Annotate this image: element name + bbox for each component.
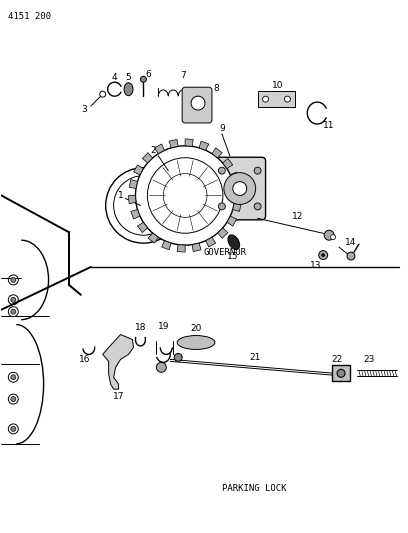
Text: 2: 2 — [151, 146, 156, 155]
Text: 13: 13 — [310, 261, 321, 270]
Polygon shape — [212, 148, 222, 158]
Text: 15: 15 — [227, 252, 239, 261]
Text: 21: 21 — [249, 353, 260, 362]
Text: 11: 11 — [324, 122, 335, 131]
Circle shape — [11, 277, 16, 282]
Circle shape — [254, 203, 261, 210]
Circle shape — [233, 182, 247, 196]
Circle shape — [135, 146, 235, 245]
Circle shape — [11, 309, 16, 314]
Polygon shape — [192, 243, 201, 252]
Polygon shape — [199, 141, 208, 150]
Circle shape — [319, 251, 328, 260]
Circle shape — [191, 96, 205, 110]
Circle shape — [11, 375, 16, 379]
Polygon shape — [227, 216, 237, 226]
Ellipse shape — [124, 83, 133, 95]
Text: 5: 5 — [126, 73, 131, 82]
Circle shape — [218, 167, 225, 174]
Polygon shape — [155, 144, 164, 154]
Text: PARKING LOCK: PARKING LOCK — [222, 484, 287, 493]
Circle shape — [254, 167, 261, 174]
Circle shape — [11, 426, 16, 431]
Polygon shape — [169, 140, 178, 148]
Polygon shape — [129, 196, 136, 204]
Circle shape — [224, 173, 256, 205]
Text: 20: 20 — [191, 324, 202, 333]
Circle shape — [330, 235, 336, 240]
Text: 16: 16 — [79, 355, 91, 364]
Polygon shape — [137, 222, 148, 232]
Ellipse shape — [228, 235, 239, 249]
Polygon shape — [233, 203, 241, 212]
Circle shape — [174, 353, 182, 361]
Polygon shape — [103, 335, 133, 389]
Polygon shape — [223, 158, 233, 168]
Text: 6: 6 — [146, 70, 151, 79]
Circle shape — [156, 362, 166, 372]
Text: 17: 17 — [113, 392, 124, 401]
Polygon shape — [217, 228, 228, 238]
Circle shape — [140, 76, 146, 82]
Bar — [332, 365, 350, 381]
Text: 10: 10 — [272, 80, 283, 90]
Text: 4151 200: 4151 200 — [8, 12, 51, 21]
Circle shape — [218, 203, 225, 210]
Polygon shape — [185, 139, 193, 147]
Text: 19: 19 — [157, 322, 169, 331]
Text: 7: 7 — [180, 71, 186, 80]
Polygon shape — [177, 245, 185, 252]
Circle shape — [11, 297, 16, 302]
Circle shape — [337, 369, 345, 377]
Polygon shape — [148, 233, 158, 243]
Polygon shape — [206, 237, 216, 247]
Text: 1: 1 — [118, 191, 124, 200]
Circle shape — [11, 397, 16, 401]
Bar — [257, 91, 295, 107]
Polygon shape — [162, 241, 171, 250]
Text: 3: 3 — [81, 104, 86, 114]
Text: 12: 12 — [292, 212, 303, 221]
Text: 14: 14 — [345, 238, 357, 247]
Polygon shape — [131, 209, 140, 219]
Text: 4: 4 — [112, 73, 118, 82]
Polygon shape — [129, 180, 137, 189]
Circle shape — [284, 96, 290, 102]
Circle shape — [347, 252, 355, 260]
Text: GOVERNOR: GOVERNOR — [203, 248, 246, 256]
Polygon shape — [142, 152, 153, 163]
Circle shape — [322, 254, 325, 256]
Text: 22: 22 — [331, 355, 343, 364]
FancyBboxPatch shape — [182, 87, 212, 123]
Ellipse shape — [177, 336, 215, 350]
Polygon shape — [234, 188, 242, 196]
Text: 23: 23 — [363, 355, 375, 364]
Polygon shape — [134, 165, 143, 175]
FancyBboxPatch shape — [210, 157, 266, 220]
Text: 9: 9 — [219, 124, 225, 133]
Circle shape — [263, 96, 268, 102]
Circle shape — [324, 230, 334, 240]
Text: 18: 18 — [135, 323, 146, 332]
Polygon shape — [230, 172, 239, 182]
Text: 8: 8 — [213, 84, 219, 93]
